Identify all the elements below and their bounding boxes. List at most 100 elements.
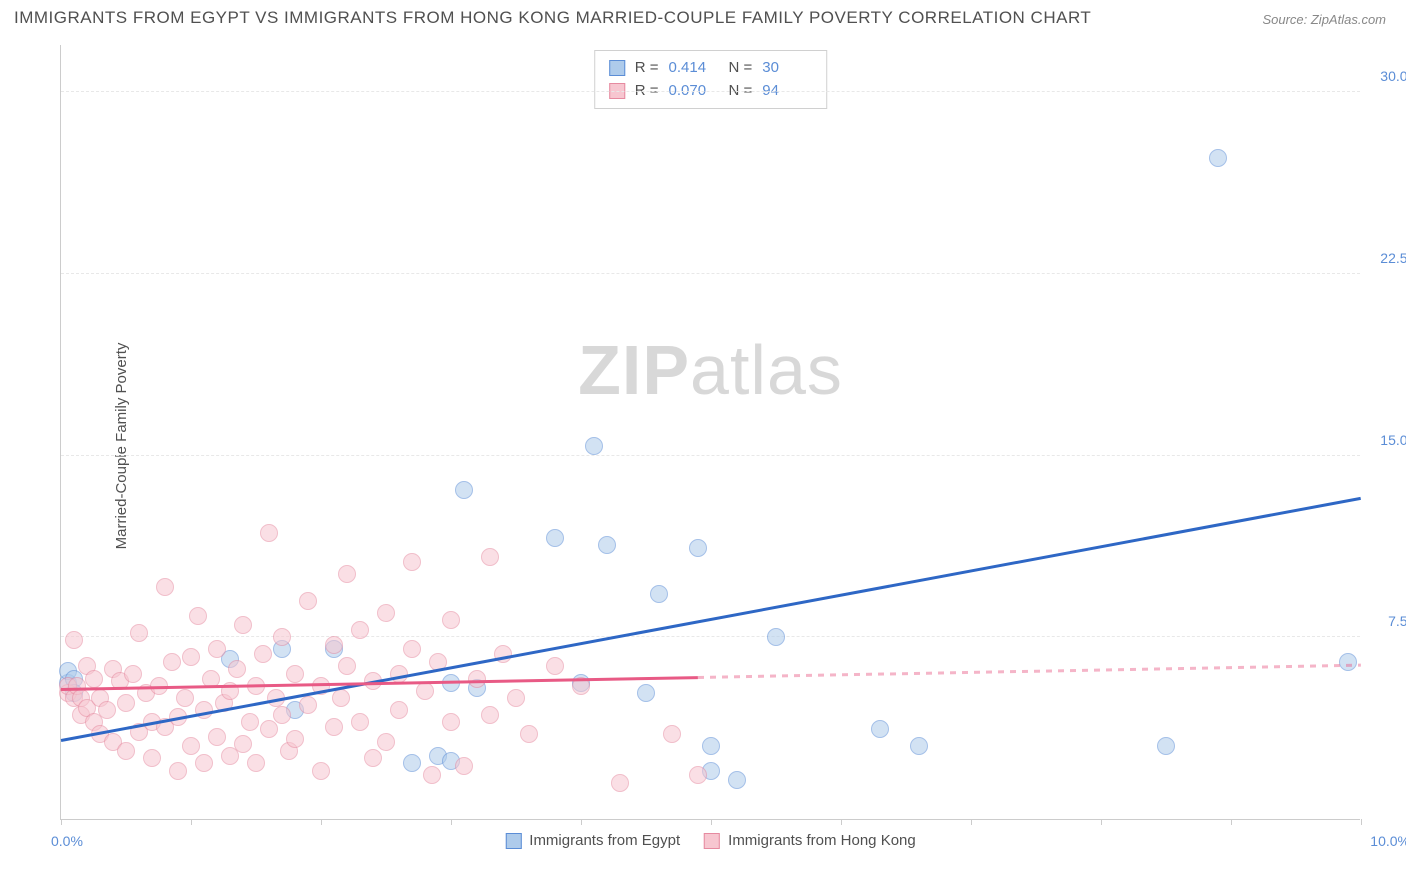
scatter-point-hongkong	[195, 754, 213, 772]
scatter-point-hongkong	[176, 689, 194, 707]
scatter-point-hongkong	[416, 682, 434, 700]
series-legend-item-0: Immigrants from Egypt	[505, 832, 680, 849]
scatter-point-hongkong	[442, 713, 460, 731]
n-label: N =	[729, 57, 753, 80]
scatter-point-hongkong	[332, 689, 350, 707]
scatter-point-egypt	[442, 674, 460, 692]
scatter-point-hongkong	[169, 762, 187, 780]
x-tick	[711, 819, 712, 825]
scatter-point-hongkong	[228, 660, 246, 678]
scatter-point-hongkong	[117, 742, 135, 760]
scatter-point-egypt	[1339, 653, 1357, 671]
trend-line	[61, 497, 1361, 742]
legend-swatch-icon	[609, 60, 625, 76]
scatter-point-hongkong	[481, 706, 499, 724]
scatter-point-hongkong	[351, 713, 369, 731]
scatter-point-hongkong	[455, 757, 473, 775]
scatter-point-egypt	[689, 539, 707, 557]
x-tick	[61, 819, 62, 825]
scatter-point-hongkong	[124, 665, 142, 683]
scatter-point-hongkong	[377, 604, 395, 622]
chart-title: IMMIGRANTS FROM EGYPT VS IMMIGRANTS FROM…	[14, 8, 1091, 28]
scatter-point-egypt	[728, 771, 746, 789]
x-tick	[191, 819, 192, 825]
scatter-point-hongkong	[286, 730, 304, 748]
scatter-point-hongkong	[507, 689, 525, 707]
scatter-point-hongkong	[98, 701, 116, 719]
r-label: R =	[635, 57, 659, 80]
scatter-point-hongkong	[351, 621, 369, 639]
series-legend-item-1: Immigrants from Hong Kong	[704, 832, 916, 849]
scatter-point-hongkong	[423, 766, 441, 784]
watermark-bold: ZIP	[578, 331, 690, 409]
x-tick	[581, 819, 582, 825]
scatter-point-hongkong	[143, 749, 161, 767]
gridline	[61, 91, 1360, 92]
x-tick	[1361, 819, 1362, 825]
scatter-point-hongkong	[546, 657, 564, 675]
correlation-row-0: R = 0.414 N = 30	[609, 57, 813, 80]
x-tick	[321, 819, 322, 825]
scatter-point-hongkong	[273, 706, 291, 724]
scatter-point-egypt	[1157, 737, 1175, 755]
scatter-point-hongkong	[299, 592, 317, 610]
scatter-point-hongkong	[234, 616, 252, 634]
trend-line	[698, 664, 1361, 679]
x-axis-min-label: 0.0%	[51, 833, 83, 849]
scatter-point-hongkong	[85, 670, 103, 688]
gridline	[61, 455, 1360, 456]
scatter-point-hongkong	[182, 737, 200, 755]
series-label: Immigrants from Hong Kong	[728, 832, 916, 849]
scatter-point-hongkong	[234, 735, 252, 753]
y-tick-label: 7.5%	[1365, 613, 1406, 629]
x-tick	[1101, 819, 1102, 825]
scatter-point-egypt	[871, 720, 889, 738]
scatter-point-hongkong	[241, 713, 259, 731]
scatter-point-egypt	[585, 437, 603, 455]
scatter-point-hongkong	[468, 670, 486, 688]
x-axis-max-label: 10.0%	[1370, 833, 1406, 849]
scatter-point-hongkong	[117, 694, 135, 712]
scatter-point-hongkong	[254, 645, 272, 663]
r-value: 0.414	[669, 57, 719, 80]
scatter-point-hongkong	[312, 762, 330, 780]
scatter-point-hongkong	[182, 648, 200, 666]
series-legend: Immigrants from Egypt Immigrants from Ho…	[505, 832, 915, 849]
scatter-point-egypt	[1209, 149, 1227, 167]
y-tick-label: 22.5%	[1365, 250, 1406, 266]
gridline	[61, 273, 1360, 274]
y-tick-label: 30.0%	[1365, 68, 1406, 84]
chart-container: IMMIGRANTS FROM EGYPT VS IMMIGRANTS FROM…	[0, 0, 1406, 892]
y-tick-label: 15.0%	[1365, 432, 1406, 448]
n-value: 30	[762, 57, 812, 80]
scatter-point-hongkong	[65, 631, 83, 649]
scatter-point-hongkong	[364, 749, 382, 767]
legend-swatch-icon	[505, 833, 521, 849]
scatter-point-hongkong	[163, 653, 181, 671]
source-attribution: Source: ZipAtlas.com	[1262, 12, 1386, 27]
scatter-point-hongkong	[260, 720, 278, 738]
scatter-point-hongkong	[689, 766, 707, 784]
scatter-point-hongkong	[520, 725, 538, 743]
scatter-point-hongkong	[260, 524, 278, 542]
x-tick	[841, 819, 842, 825]
scatter-point-hongkong	[247, 754, 265, 772]
scatter-point-hongkong	[189, 607, 207, 625]
scatter-point-egypt	[650, 585, 668, 603]
scatter-point-hongkong	[208, 728, 226, 746]
scatter-point-egypt	[598, 536, 616, 554]
scatter-point-hongkong	[338, 565, 356, 583]
scatter-point-hongkong	[130, 624, 148, 642]
scatter-point-hongkong	[299, 696, 317, 714]
scatter-point-hongkong	[403, 640, 421, 658]
scatter-point-egypt	[455, 481, 473, 499]
correlation-legend: R = 0.414 N = 30 R = 0.070 N = 94	[594, 50, 828, 109]
scatter-point-hongkong	[611, 774, 629, 792]
series-label: Immigrants from Egypt	[529, 832, 680, 849]
scatter-point-egypt	[403, 754, 421, 772]
scatter-point-hongkong	[325, 636, 343, 654]
scatter-point-egypt	[910, 737, 928, 755]
scatter-point-egypt	[767, 628, 785, 646]
scatter-point-hongkong	[377, 733, 395, 751]
scatter-point-hongkong	[325, 718, 343, 736]
